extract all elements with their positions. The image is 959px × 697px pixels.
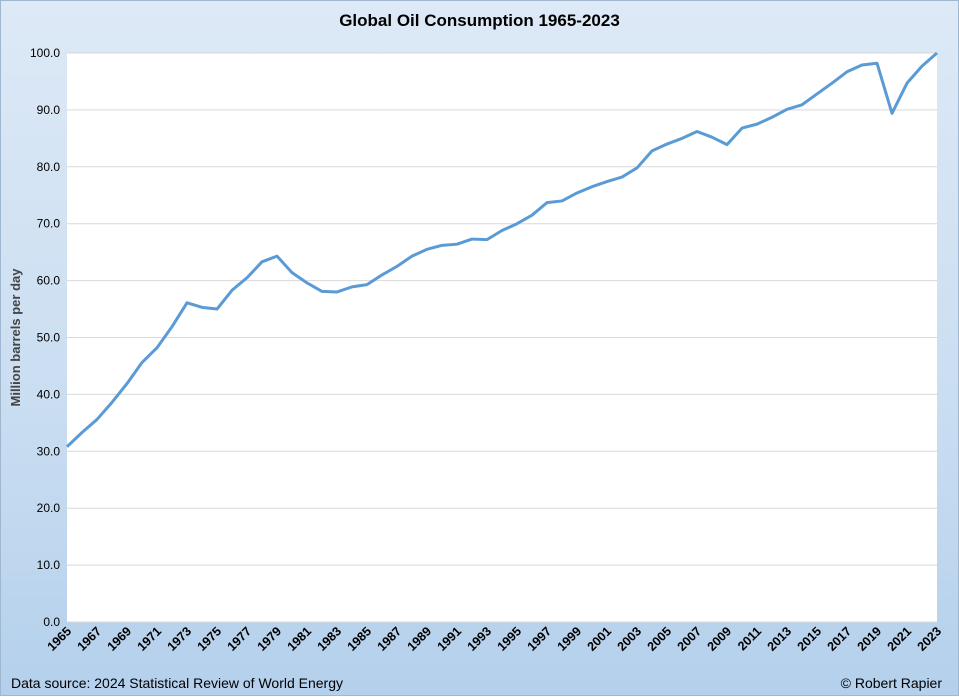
x-tick-label: 1983 [315,624,345,654]
x-tick-label: 1997 [525,624,555,654]
x-tick-label: 2021 [885,624,915,654]
x-tick-label: 1991 [435,624,465,654]
x-tick-label: 1995 [495,624,525,654]
x-tick-label: 1981 [285,624,315,654]
x-tick-label: 2023 [915,624,945,654]
x-tick-label: 1969 [105,624,135,654]
copyright-credit: © Robert Rapier [841,675,942,691]
y-tick-label: 30.0 [37,444,61,458]
x-tick-label: 1985 [345,624,375,654]
x-tick-label: 2017 [825,624,855,654]
x-tick-label: 1987 [375,624,405,654]
y-tick-label: 60.0 [37,274,61,288]
y-tick-label: 90.0 [37,103,61,117]
x-tick-label: 2013 [765,624,795,654]
y-tick-label: 50.0 [37,331,61,345]
x-tick-label: 1977 [225,624,255,654]
x-tick-label: 2005 [645,624,675,654]
x-tick-label: 1999 [555,624,585,654]
y-axis-label: Million barrels per day [8,268,23,407]
x-tick-label: 1975 [195,624,225,654]
x-tick-label: 1971 [135,624,165,654]
x-tick-label: 1989 [405,624,435,654]
y-tick-label: 0.0 [43,615,60,629]
y-tick-label: 40.0 [37,387,61,401]
y-tick-label: 70.0 [37,217,61,231]
x-tick-label: 2011 [735,624,764,653]
x-tick-label: 1973 [165,624,195,654]
x-tick-label: 2019 [855,624,885,654]
y-tick-label: 80.0 [37,160,61,174]
x-tick-label: 2003 [615,624,645,654]
x-tick-label: 2001 [585,624,615,654]
x-tick-label: 1993 [465,624,495,654]
x-tick-label: 1967 [75,624,105,654]
x-tick-label: 2015 [795,624,825,654]
x-tick-label: 1979 [255,624,285,654]
y-tick-label: 100.0 [30,46,60,60]
x-tick-label: 2009 [705,624,735,654]
y-tick-label: 10.0 [37,558,61,572]
data-source-note: Data source: 2024 Statistical Review of … [11,675,343,691]
y-tick-label: 20.0 [37,501,61,515]
x-tick-label: 2007 [675,624,705,654]
